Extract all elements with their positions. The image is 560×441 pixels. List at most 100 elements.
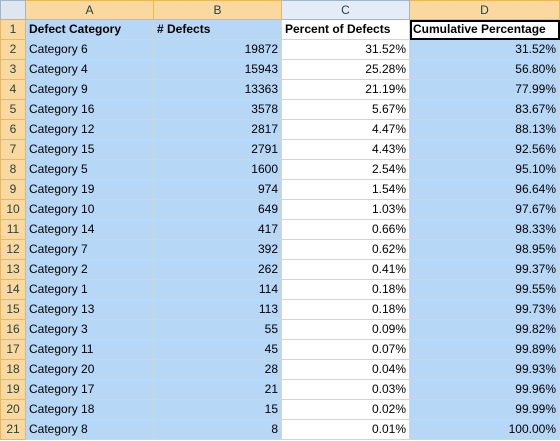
defect-category-cell[interactable]: Category 20 — [25, 359, 154, 380]
defect-category-cell[interactable]: Category 19 — [25, 179, 154, 200]
header-cumulative-percentage[interactable]: Cumulative Percentage — [409, 19, 560, 40]
cumulative-cell[interactable]: 99.89% — [409, 339, 560, 360]
cumulative-cell[interactable]: 97.67% — [409, 199, 560, 220]
column-header-d[interactable]: D — [409, 0, 560, 20]
cumulative-cell[interactable]: 99.99% — [409, 399, 560, 420]
row-header[interactable]: 18 — [0, 359, 26, 380]
column-header-a[interactable]: A — [25, 0, 154, 20]
cumulative-cell[interactable]: 99.37% — [409, 259, 560, 280]
row-header[interactable]: 1 — [0, 19, 26, 40]
percent-cell[interactable]: 1.03% — [281, 199, 410, 220]
row-header[interactable]: 2 — [0, 39, 26, 60]
header-defect-category[interactable]: Defect Category — [25, 19, 154, 40]
percent-cell[interactable]: 25.28% — [281, 59, 410, 80]
row-header[interactable]: 17 — [0, 339, 26, 360]
cumulative-cell[interactable]: 99.73% — [409, 299, 560, 320]
row-header[interactable]: 13 — [0, 259, 26, 280]
row-header[interactable]: 5 — [0, 99, 26, 120]
percent-cell[interactable]: 31.52% — [281, 39, 410, 60]
row-header[interactable]: 14 — [0, 279, 26, 300]
row-header[interactable]: 19 — [0, 379, 26, 400]
percent-cell[interactable]: 21.19% — [281, 79, 410, 100]
percent-cell[interactable]: 0.66% — [281, 219, 410, 240]
defects-count-cell[interactable]: 114 — [153, 279, 282, 300]
defects-count-cell[interactable]: 15 — [153, 399, 282, 420]
defects-count-cell[interactable]: 19872 — [153, 39, 282, 60]
defects-count-cell[interactable]: 113 — [153, 299, 282, 320]
defects-count-cell[interactable]: 392 — [153, 239, 282, 260]
row-header[interactable]: 10 — [0, 199, 26, 220]
row-header[interactable]: 8 — [0, 159, 26, 180]
cumulative-cell[interactable]: 56.80% — [409, 59, 560, 80]
percent-cell[interactable]: 0.09% — [281, 319, 410, 340]
cumulative-cell[interactable]: 83.67% — [409, 99, 560, 120]
percent-cell[interactable]: 5.67% — [281, 99, 410, 120]
defect-category-cell[interactable]: Category 2 — [25, 259, 154, 280]
defects-count-cell[interactable]: 262 — [153, 259, 282, 280]
percent-cell[interactable]: 4.43% — [281, 139, 410, 160]
row-header[interactable]: 20 — [0, 399, 26, 420]
defects-count-cell[interactable]: 28 — [153, 359, 282, 380]
cumulative-cell[interactable]: 92.56% — [409, 139, 560, 160]
defect-category-cell[interactable]: Category 13 — [25, 299, 154, 320]
row-header[interactable]: 7 — [0, 139, 26, 160]
defect-category-cell[interactable]: Category 7 — [25, 239, 154, 260]
column-header-c[interactable]: C — [281, 0, 410, 20]
defect-category-cell[interactable]: Category 1 — [25, 279, 154, 300]
row-header[interactable]: 12 — [0, 239, 26, 260]
column-header-b[interactable]: B — [153, 0, 282, 20]
row-header[interactable]: 6 — [0, 119, 26, 140]
cumulative-cell[interactable]: 96.64% — [409, 179, 560, 200]
defect-category-cell[interactable]: Category 16 — [25, 99, 154, 120]
defect-category-cell[interactable]: Category 10 — [25, 199, 154, 220]
header-percent-of-defects[interactable]: Percent of Defects — [281, 19, 410, 40]
defects-count-cell[interactable]: 649 — [153, 199, 282, 220]
cumulative-cell[interactable]: 95.10% — [409, 159, 560, 180]
defects-count-cell[interactable]: 8 — [153, 419, 282, 440]
defect-category-cell[interactable]: Category 6 — [25, 39, 154, 60]
row-header[interactable]: 3 — [0, 59, 26, 80]
cumulative-cell[interactable]: 31.52% — [409, 39, 560, 60]
percent-cell[interactable]: 1.54% — [281, 179, 410, 200]
defect-category-cell[interactable]: Category 8 — [25, 419, 154, 440]
defect-category-cell[interactable]: Category 5 — [25, 159, 154, 180]
header-num-defects[interactable]: # Defects — [153, 19, 282, 40]
defect-category-cell[interactable]: Category 15 — [25, 139, 154, 160]
defects-count-cell[interactable]: 21 — [153, 379, 282, 400]
row-header[interactable]: 16 — [0, 319, 26, 340]
defects-count-cell[interactable]: 55 — [153, 319, 282, 340]
row-header[interactable]: 21 — [0, 419, 26, 440]
percent-cell[interactable]: 0.01% — [281, 419, 410, 440]
defects-count-cell[interactable]: 417 — [153, 219, 282, 240]
row-header[interactable]: 15 — [0, 299, 26, 320]
percent-cell[interactable]: 0.04% — [281, 359, 410, 380]
defects-count-cell[interactable]: 2817 — [153, 119, 282, 140]
percent-cell[interactable]: 0.18% — [281, 299, 410, 320]
row-header[interactable]: 4 — [0, 79, 26, 100]
defect-category-cell[interactable]: Category 17 — [25, 379, 154, 400]
percent-cell[interactable]: 4.47% — [281, 119, 410, 140]
cumulative-cell[interactable]: 99.93% — [409, 359, 560, 380]
defect-category-cell[interactable]: Category 9 — [25, 79, 154, 100]
percent-cell[interactable]: 0.62% — [281, 239, 410, 260]
cumulative-cell[interactable]: 77.99% — [409, 79, 560, 100]
defect-category-cell[interactable]: Category 3 — [25, 319, 154, 340]
cumulative-cell[interactable]: 100.00% — [409, 419, 560, 440]
percent-cell[interactable]: 0.03% — [281, 379, 410, 400]
defect-category-cell[interactable]: Category 14 — [25, 219, 154, 240]
percent-cell[interactable]: 0.18% — [281, 279, 410, 300]
defects-count-cell[interactable]: 2791 — [153, 139, 282, 160]
percent-cell[interactable]: 2.54% — [281, 159, 410, 180]
select-all-corner[interactable] — [0, 0, 26, 20]
cumulative-cell[interactable]: 88.13% — [409, 119, 560, 140]
percent-cell[interactable]: 0.41% — [281, 259, 410, 280]
defects-count-cell[interactable]: 3578 — [153, 99, 282, 120]
percent-cell[interactable]: 0.07% — [281, 339, 410, 360]
row-header[interactable]: 9 — [0, 179, 26, 200]
defects-count-cell[interactable]: 974 — [153, 179, 282, 200]
cumulative-cell[interactable]: 99.82% — [409, 319, 560, 340]
defects-count-cell[interactable]: 15943 — [153, 59, 282, 80]
defect-category-cell[interactable]: Category 12 — [25, 119, 154, 140]
cumulative-cell[interactable]: 99.96% — [409, 379, 560, 400]
cumulative-cell[interactable]: 98.33% — [409, 219, 560, 240]
